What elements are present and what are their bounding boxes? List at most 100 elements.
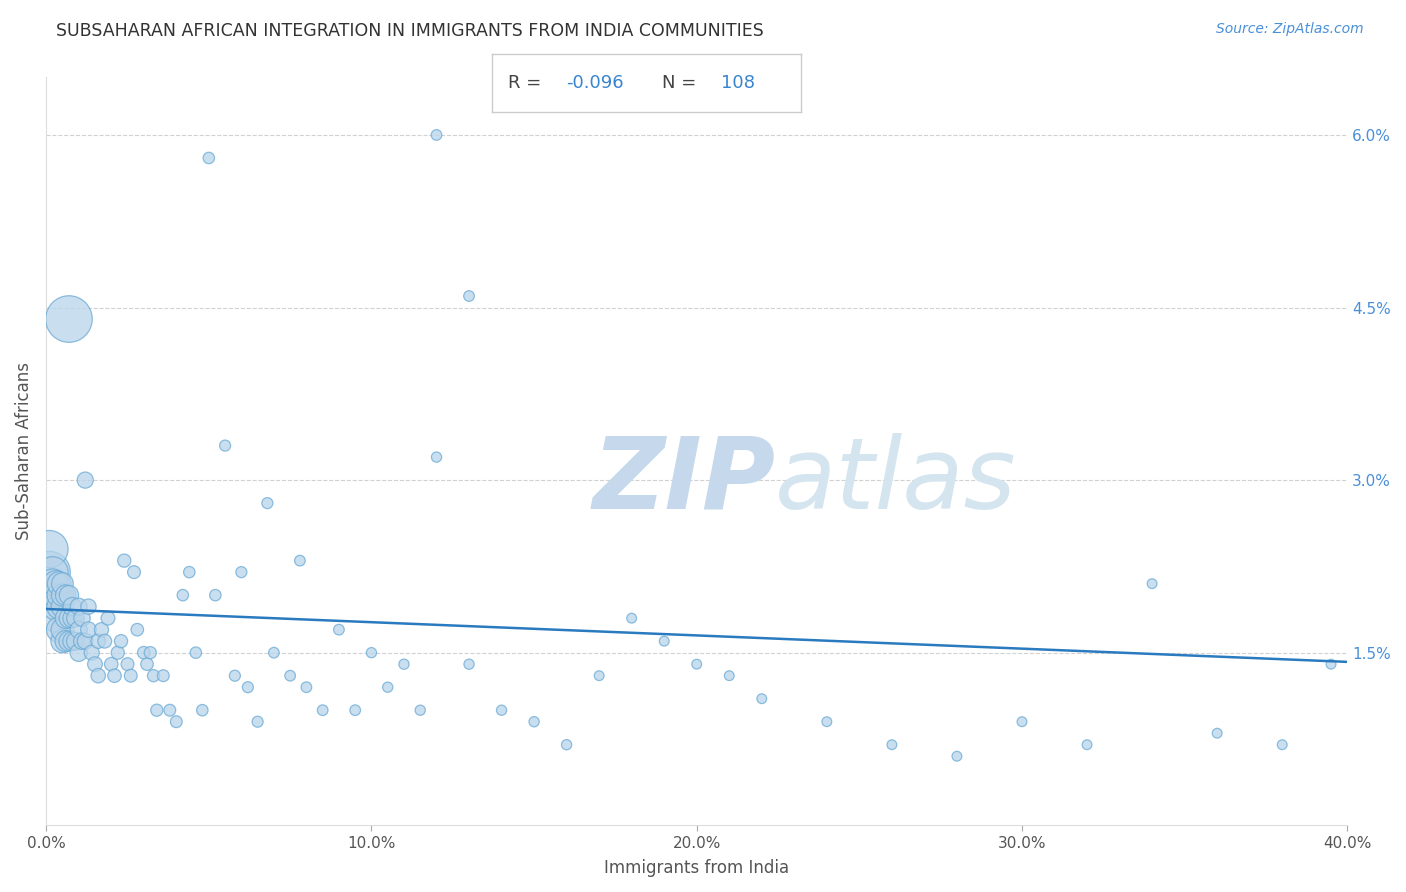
Point bbox=[198, 151, 221, 165]
Text: -0.096: -0.096 bbox=[567, 73, 624, 92]
Point bbox=[686, 657, 709, 672]
Text: R =: R = bbox=[508, 73, 547, 92]
Point bbox=[236, 680, 259, 694]
Point bbox=[48, 599, 70, 614]
Point bbox=[139, 646, 162, 660]
Point bbox=[58, 611, 80, 625]
Point bbox=[38, 542, 60, 557]
Point bbox=[120, 668, 142, 682]
Point bbox=[48, 576, 70, 591]
Point bbox=[184, 646, 207, 660]
Point bbox=[620, 611, 643, 625]
Point bbox=[263, 646, 285, 660]
Point bbox=[946, 749, 969, 764]
Point bbox=[588, 668, 610, 682]
Point bbox=[392, 657, 415, 672]
Point bbox=[652, 634, 675, 648]
Point bbox=[142, 668, 165, 682]
Point bbox=[45, 611, 67, 625]
Point bbox=[191, 703, 214, 717]
Point bbox=[75, 473, 97, 487]
Point bbox=[87, 668, 110, 682]
Point bbox=[880, 738, 903, 752]
Point bbox=[1076, 738, 1098, 752]
Point bbox=[122, 565, 145, 579]
Point bbox=[136, 657, 159, 672]
Text: SUBSAHARAN AFRICAN INTEGRATION IN IMMIGRANTS FROM INDIA COMMUNITIES: SUBSAHARAN AFRICAN INTEGRATION IN IMMIGR… bbox=[56, 22, 763, 40]
Point bbox=[555, 738, 578, 752]
Point bbox=[58, 634, 80, 648]
Point bbox=[328, 623, 350, 637]
Text: atlas: atlas bbox=[775, 433, 1017, 530]
Point bbox=[38, 565, 60, 579]
Point bbox=[75, 634, 97, 648]
Point bbox=[344, 703, 367, 717]
Point bbox=[67, 599, 90, 614]
Point bbox=[409, 703, 432, 717]
Point bbox=[60, 634, 83, 648]
Point bbox=[231, 565, 253, 579]
Point bbox=[246, 714, 269, 729]
Point bbox=[97, 611, 120, 625]
Point bbox=[100, 657, 122, 672]
Text: 108: 108 bbox=[721, 73, 755, 92]
Point bbox=[58, 312, 80, 326]
Point bbox=[84, 657, 107, 672]
Text: N =: N = bbox=[662, 73, 702, 92]
Point bbox=[65, 611, 87, 625]
Point bbox=[1271, 738, 1294, 752]
Point bbox=[65, 634, 87, 648]
Point bbox=[45, 588, 67, 602]
Point bbox=[70, 634, 93, 648]
Point bbox=[1320, 657, 1343, 672]
Point bbox=[224, 668, 246, 682]
Point bbox=[60, 599, 83, 614]
Point bbox=[214, 439, 236, 453]
Point bbox=[87, 634, 110, 648]
Point bbox=[93, 634, 115, 648]
Point bbox=[58, 588, 80, 602]
Point bbox=[45, 599, 67, 614]
Point bbox=[1140, 576, 1163, 591]
Point bbox=[51, 599, 73, 614]
Point bbox=[80, 646, 103, 660]
Point bbox=[523, 714, 546, 729]
Point bbox=[751, 691, 773, 706]
Point bbox=[718, 668, 741, 682]
Point bbox=[48, 623, 70, 637]
Point bbox=[127, 623, 149, 637]
Point bbox=[458, 657, 481, 672]
Point bbox=[256, 496, 278, 510]
Point bbox=[295, 680, 318, 694]
Point bbox=[55, 634, 77, 648]
Point bbox=[112, 554, 135, 568]
Point bbox=[48, 588, 70, 602]
Point bbox=[60, 611, 83, 625]
Point bbox=[172, 588, 194, 602]
Point bbox=[117, 657, 139, 672]
Point bbox=[815, 714, 838, 729]
Point bbox=[67, 646, 90, 660]
Point bbox=[107, 646, 129, 660]
Point bbox=[425, 450, 447, 464]
Point bbox=[288, 554, 311, 568]
Point bbox=[1011, 714, 1033, 729]
Point bbox=[1206, 726, 1229, 740]
Point bbox=[204, 588, 226, 602]
Point bbox=[55, 588, 77, 602]
Point bbox=[77, 599, 100, 614]
Point bbox=[67, 623, 90, 637]
Point bbox=[491, 703, 513, 717]
X-axis label: Immigrants from India: Immigrants from India bbox=[605, 859, 789, 877]
Point bbox=[51, 634, 73, 648]
Point bbox=[458, 289, 481, 303]
Y-axis label: Sub-Saharan Africans: Sub-Saharan Africans bbox=[15, 362, 32, 541]
Text: ZIP: ZIP bbox=[593, 433, 776, 530]
Point bbox=[51, 623, 73, 637]
Point bbox=[55, 611, 77, 625]
Point bbox=[77, 623, 100, 637]
Point bbox=[51, 576, 73, 591]
Point bbox=[45, 576, 67, 591]
Point bbox=[278, 668, 301, 682]
Point bbox=[179, 565, 201, 579]
